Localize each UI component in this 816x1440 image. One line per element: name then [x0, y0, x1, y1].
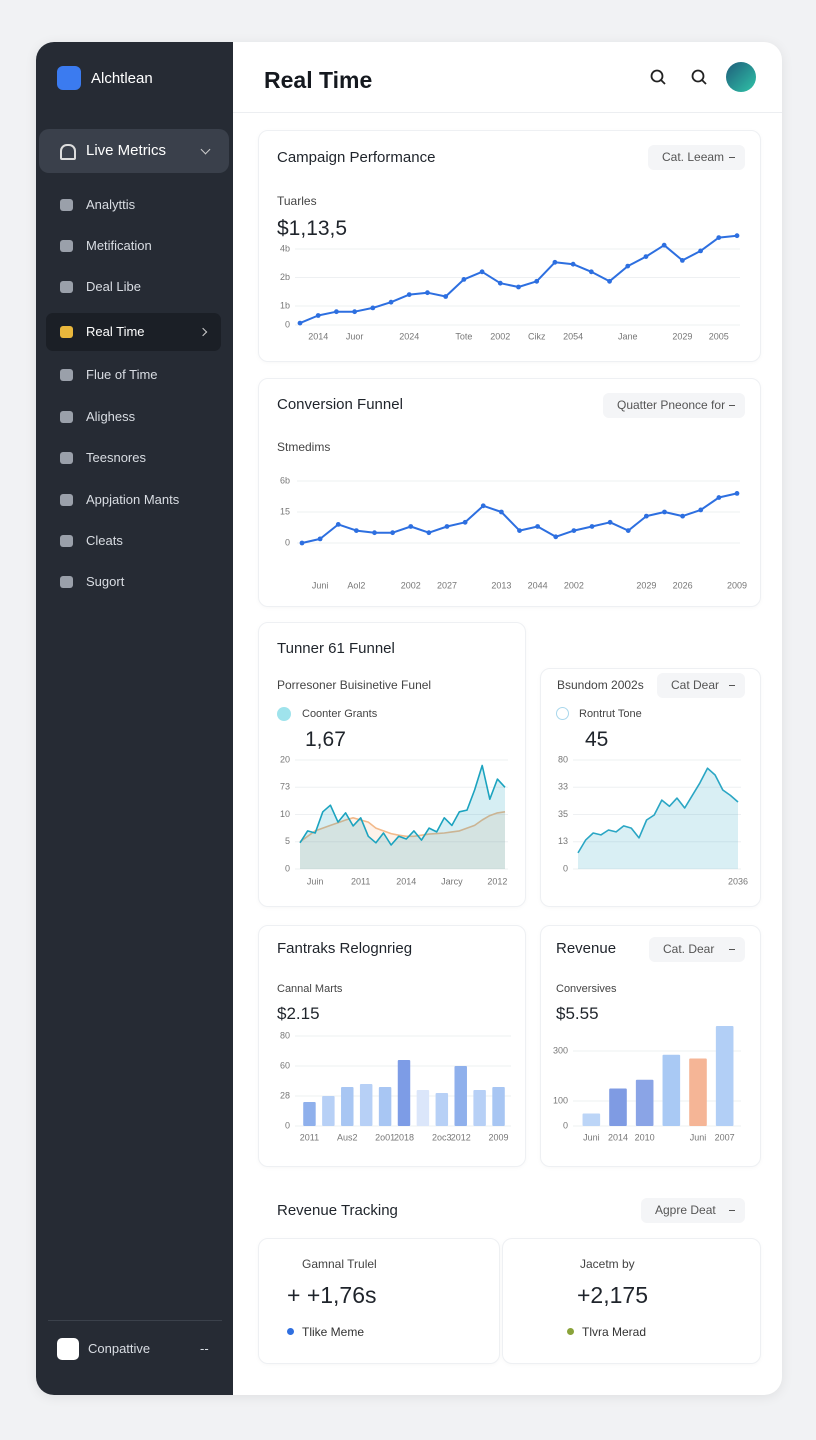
nav-item[interactable]: Flue of Time [86, 367, 158, 382]
nav-item[interactable]: Cleats [86, 533, 123, 548]
legend-label: Tlvra Merad [582, 1325, 647, 1339]
divider [48, 1320, 222, 1321]
metric-value: 1,67 [305, 728, 346, 751]
metric-label: Tuarles [277, 194, 317, 208]
nav-icon [60, 369, 73, 381]
card-title: Revenue [556, 940, 617, 957]
menu-icon [60, 144, 76, 160]
card-title: Tunner 61 Funnel [277, 640, 395, 657]
legend-dot [567, 1328, 574, 1335]
card-title: Revenue Tracking [277, 1202, 398, 1219]
nav-item[interactable]: Analyttis [86, 197, 136, 212]
dropdown[interactable]: Agpre Deat [641, 1198, 745, 1223]
nav-icon [60, 281, 73, 293]
dropdown[interactable]: Quatter Pneonce for [603, 393, 745, 418]
stat-card [502, 1238, 761, 1364]
nav-item[interactable]: Appjation Mants [86, 492, 180, 507]
nav-item[interactable]: Metification [86, 238, 152, 253]
header-divider [233, 112, 782, 113]
panel-label: Bsundom 2002s [557, 678, 644, 692]
legend-label: Coonter Grants [302, 708, 378, 720]
search-icon[interactable] [648, 67, 670, 89]
stat-label: Jacetm by [580, 1257, 635, 1271]
metric-label: Stmedims [277, 440, 331, 454]
avatar[interactable] [726, 62, 756, 92]
nav-item[interactable]: Teesnores [86, 450, 146, 465]
stat-value: + +1,76s [287, 1282, 377, 1308]
legend-dot [287, 1328, 294, 1335]
footer-label[interactable]: Conpattive [88, 1341, 151, 1356]
nav-icon [60, 452, 73, 464]
stat-label: Gamnal Trulel [302, 1257, 377, 1271]
nav-icon [60, 199, 73, 211]
metric-value: $2.15 [277, 1004, 320, 1023]
legend-swatch [556, 707, 569, 720]
nav-icon [60, 326, 73, 338]
dropdown[interactable]: Cat. Leeam [648, 145, 745, 170]
nav-item[interactable]: Alighess [86, 409, 136, 424]
card-title: Campaign Performance [277, 149, 436, 166]
brand: Alchtlean [91, 70, 153, 87]
nav-icon [60, 494, 73, 506]
footer-icon [57, 1338, 79, 1360]
nav-item[interactable]: Real Time [86, 324, 145, 339]
nav-icon [60, 576, 73, 588]
legend-label: Tlike Meme [302, 1325, 365, 1339]
metric-label: Conversives [556, 983, 617, 995]
card-title: Conversion Funnel [277, 396, 403, 413]
card-title: Fantraks Relognrieg [277, 940, 413, 957]
search-icon[interactable] [689, 67, 711, 89]
legend-swatch [277, 707, 291, 721]
card [540, 668, 761, 907]
panel-label: Porresoner Buisinetive Funel [277, 678, 432, 692]
metric-value: 45 [585, 728, 609, 751]
footer-action[interactable]: -- [200, 1341, 209, 1356]
nav-active[interactable] [46, 313, 221, 351]
dropdown[interactable]: Cat. Dear [649, 937, 745, 962]
sidebar: Alchtlean Live Metrics Analyttis Metifica… [36, 42, 233, 1395]
nav-icon [60, 411, 73, 423]
metric-label: Cannal Marts [277, 983, 343, 995]
menu-label[interactable]: Live Metrics [86, 142, 167, 159]
legend-label: Rontrut Tone [579, 708, 642, 720]
nav-item[interactable]: Deal Libe [86, 279, 141, 294]
nav-icon [60, 535, 73, 547]
card [258, 622, 526, 907]
dropdown[interactable]: Cat Dear [657, 673, 745, 698]
brand-icon [57, 66, 81, 90]
page-title: Real Time [264, 67, 373, 93]
stat-card [258, 1238, 500, 1364]
metric-value: $1,13,5 [277, 217, 348, 240]
card [258, 925, 526, 1167]
nav-item[interactable]: Sugort [86, 574, 125, 589]
stat-value: +2,175 [577, 1282, 648, 1308]
nav-icon [60, 240, 73, 252]
menu-select[interactable] [39, 129, 229, 173]
metric-value: $5.55 [556, 1004, 599, 1023]
